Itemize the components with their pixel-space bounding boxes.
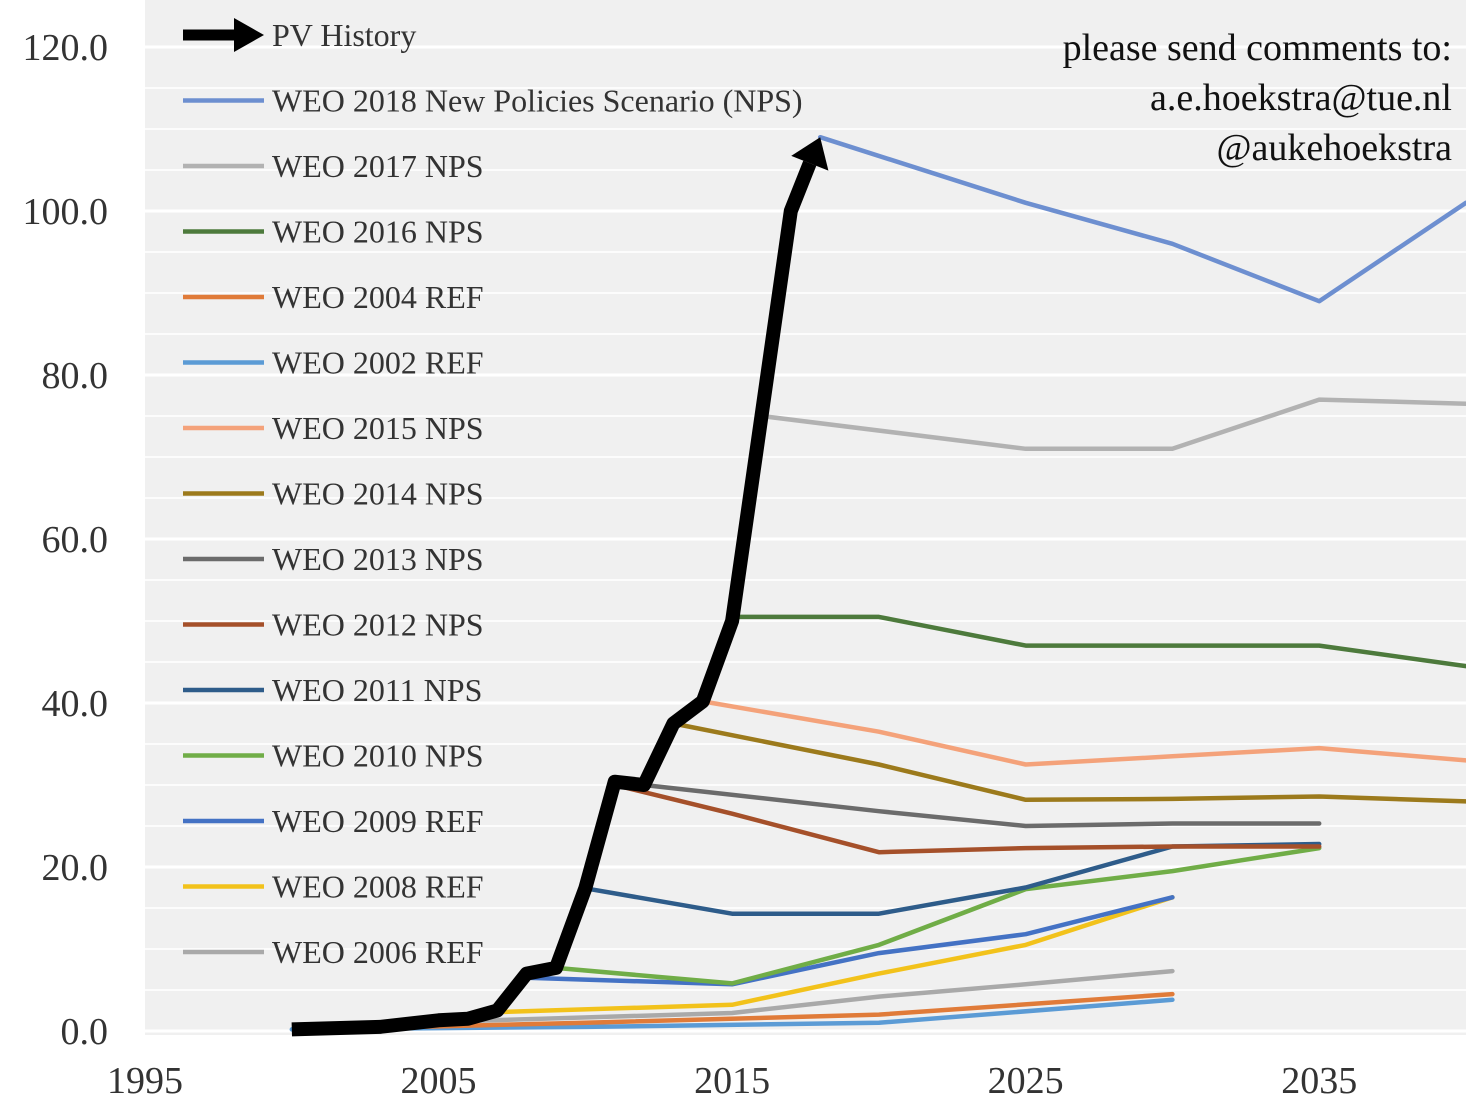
legend-arrowhead	[234, 18, 264, 52]
y-tick-label: 0.0	[61, 1011, 109, 1053]
series-line-weo-2010-nps	[553, 845, 1322, 986]
x-tick-label: 2035	[1281, 1060, 1357, 1099]
y-tick-label: 20.0	[42, 847, 109, 889]
legend-label-weo-2011-nps: WEO 2011 NPS	[272, 672, 482, 708]
comment-line: please send comments to:	[1063, 27, 1452, 69]
legend-label-weo-2012-nps: WEO 2012 NPS	[272, 607, 484, 643]
legend-label-weo-2008-ref: WEO 2008 REF	[272, 869, 484, 905]
legend-label-weo-2002-ref: WEO 2002 REF	[272, 345, 484, 381]
series-line-weo-2006-ref	[406, 968, 1175, 1026]
legend: PV History WEO 2018 New Policies Scenario…	[183, 17, 803, 970]
legend-label-weo-2015-nps: WEO 2015 NPS	[272, 410, 484, 446]
series-line-weo-2015-nps	[700, 699, 1466, 767]
series-line-weo-2014-nps	[671, 721, 1466, 804]
x-tick-label: 1995	[107, 1060, 183, 1099]
axis-tick-labels: 0.0 20.0 40.0 60.0 80.0 100.0 120.0 1995 2005 201…	[23, 27, 1358, 1099]
legend-label-weo-2010-nps: WEO 2010 NPS	[272, 738, 484, 774]
legend-label-pv-history: PV History	[272, 17, 416, 53]
x-tick-label: 2005	[401, 1060, 477, 1099]
y-tick-label: 120.0	[23, 27, 109, 69]
legend-label-weo-2009-ref: WEO 2009 REF	[272, 803, 484, 839]
x-tick-label: 2025	[988, 1060, 1064, 1099]
series-line-weo-2017-nps	[759, 397, 1466, 452]
legend-label-weo-2006-ref: WEO 2006 REF	[272, 934, 484, 970]
series-line-weo-2008-ref	[495, 895, 1175, 1015]
legend-label-weo-2013-nps: WEO 2013 NPS	[272, 541, 484, 577]
y-tick-label: 60.0	[42, 519, 109, 561]
comments-annotation: please send comments to: a.e.hoekstra@tue…	[1063, 27, 1453, 169]
series-lines	[289, 134, 1466, 1037]
x-tick-label: 2015	[694, 1060, 770, 1099]
legend-label-weo-2014-nps: WEO 2014 NPS	[272, 476, 484, 512]
series-line-weo-2012-nps	[612, 782, 1322, 855]
y-tick-label: 100.0	[23, 191, 109, 233]
series-arrowhead-pv-history	[791, 137, 829, 171]
series-line-weo-2016-nps	[729, 614, 1466, 669]
series-line-pv-history	[291, 160, 817, 1037]
legend-label-weo-2016-nps: WEO 2016 NPS	[272, 214, 484, 250]
y-tick-label: 40.0	[42, 683, 109, 725]
legend-label-weo-2004-ref: WEO 2004 REF	[272, 279, 484, 315]
y-tick-label: 80.0	[42, 355, 109, 397]
series-line-weo-2013-nps	[641, 782, 1322, 829]
legend-label-weo-2017-nps: WEO 2017 NPS	[272, 148, 484, 184]
series-line-weo-2009-ref	[524, 895, 1175, 987]
comment-line: a.e.hoekstra@tue.nl	[1150, 77, 1452, 119]
legend-label-weo-2018-new-policies-scenario-nps: WEO 2018 New Policies Scenario (NPS)	[272, 83, 803, 119]
comment-line: @aukehoekstra	[1217, 127, 1453, 169]
series-line-weo-2018-new-policies-scenario-nps	[817, 134, 1466, 304]
